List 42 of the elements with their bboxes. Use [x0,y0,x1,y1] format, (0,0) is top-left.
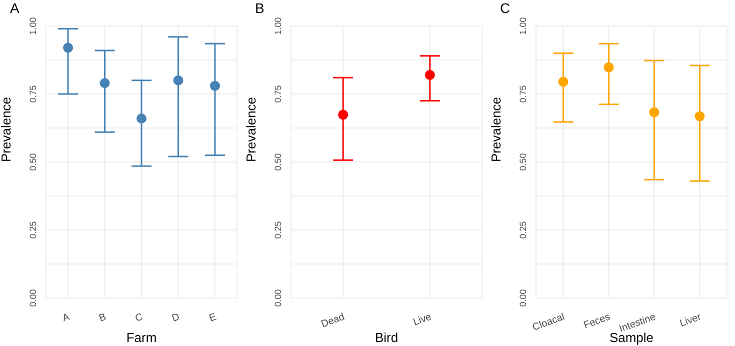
x-tick-label: Live [412,312,434,328]
y-axis-title: Prevalence [244,96,259,162]
y-tick-label: 0.75 [518,85,528,103]
x-tick-label: B [98,312,108,324]
point [604,62,614,72]
point [100,78,110,88]
y-tick-label: 0.00 [28,289,38,307]
y-tick-label: 1.00 [273,17,283,35]
y-tick-label: 0.25 [28,221,38,239]
y-tick-label: 0.75 [273,85,283,103]
x-axis-title: Bird [374,330,398,345]
x-tick-label: Feces [582,312,612,332]
y-tick-label: 1.00 [28,17,38,35]
y-tick-label: 0.50 [273,153,283,171]
point [694,111,705,122]
x-tick-label: Dead [320,312,346,330]
chart-title: A [10,0,20,16]
y-tick-label: 0.50 [518,153,528,171]
y-axis-title: Prevalence [488,96,504,162]
y-axis-title: Prevalence [0,96,14,162]
x-tick-label: C [134,312,144,324]
x-tick-label: E [208,312,218,324]
point [173,75,184,86]
y-tick-label: 0.25 [518,221,528,239]
point [210,80,220,91]
x-tick-label: A [61,312,72,324]
y-tick-label: 1.00 [518,17,528,35]
point [136,113,146,124]
y-tick-label: 0.50 [28,153,38,171]
point [63,42,74,53]
x-axis-title: Farm [126,330,157,345]
x-tick-label: Liver [678,311,704,330]
point [558,76,568,87]
x-axis-title: Sample [609,330,654,345]
point [649,107,660,118]
y-tick-label: 0.25 [273,221,283,239]
x-tick-label: D [170,312,182,324]
chart-title: B [255,0,264,16]
y-tick-label: 0.00 [273,289,283,307]
chart-title: C [500,0,510,16]
y-tick-label: 0.00 [518,289,528,307]
y-tick-label: 0.75 [28,85,38,103]
